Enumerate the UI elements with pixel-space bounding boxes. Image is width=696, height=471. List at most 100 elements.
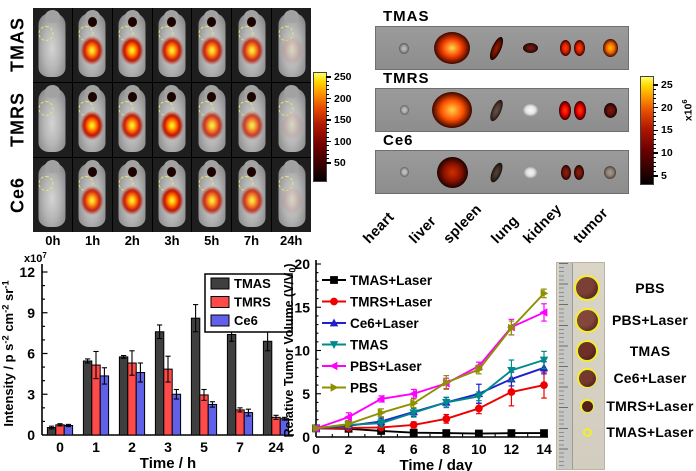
mouse [238,10,266,77]
tumor-ring [576,340,598,362]
mouse-head-icon [44,85,60,98]
mouse-cell [272,8,311,82]
tumor-site-dashed-circle [278,101,294,116]
colorbar-tick-label: 150 [334,114,352,126]
colorbar-minor-tick [326,149,329,151]
tumor [576,277,598,299]
legend-swatch [210,296,230,308]
mouse-head-icon [284,85,300,98]
organ-strip-ce6 [375,150,629,194]
bar-TMAS [262,340,273,436]
marker-tri-left [344,412,352,422]
x-tick-label: 1 [92,439,100,455]
fluorescence-signal [160,111,184,140]
mouse-cell [192,8,232,82]
series-line-TMAS [315,359,545,430]
mouse-cell [232,8,272,82]
time-label: 2h [124,233,140,248]
time-label: 0h [45,233,61,248]
mice-row-label-tmrs: TMRS [7,92,28,147]
legend-swatch [210,277,230,290]
legend-label: TMRS+Laser [350,295,433,310]
x-tick-label: 14 [536,441,552,457]
mouse-cell [232,158,272,232]
y-tick-label: 3 [27,386,35,402]
bar-Ce6 [171,393,182,436]
organ-liver [434,32,470,64]
mouse [278,160,306,227]
tumor [578,342,596,360]
organ-strip-tmrs [375,88,629,132]
fluorescence-signal [120,36,144,65]
kidney-lobe [573,40,585,56]
organ-heart [399,105,409,115]
legend-label: PBS [350,381,378,396]
x-tick-label: 0 [56,439,64,455]
mouse-cell [72,158,112,232]
marker-tri-left [329,361,338,371]
tumor-volume-line-chart: 0 5 10 15 20 0 2 4 6 8 10 12 14 Time / day Relative Tu… [284,256,552,471]
bar-Ce6 [99,375,110,436]
colorbar-minor-tick [326,80,329,82]
y-tick-label: 6 [27,346,35,362]
kidney-lobe [558,100,571,120]
bar-TMAS [154,331,165,436]
marker-tri-right [330,383,339,392]
head-dark-spot [207,167,217,177]
colorbar-tick-label: 50 [334,157,346,169]
organ-liver [432,92,472,128]
fluorescence-signal [240,36,264,65]
colorbar-minor-tick [653,143,656,145]
marker-tri-right [377,408,386,418]
head-dark-spot [87,17,97,27]
marker-circle [540,381,548,390]
marker-square [330,276,338,284]
colorbar-minor-tick [653,116,656,118]
colorbar-tick [326,76,331,78]
colorbar-minor-tick [653,89,656,91]
y-tick-label: 20 [294,256,310,272]
organ-label-spleen: spleen [440,201,486,247]
organ-lung [522,165,538,179]
mouse [158,160,186,227]
mouse-cell [272,83,311,157]
fluorescence-signal [280,36,304,65]
legend-label: Ce6 [234,313,258,328]
tumor-ring [574,275,600,301]
time-labels-row: 0h 1h 2h 3h 5h 7h 24h [33,233,311,248]
y-tick-label: 10 [294,343,310,359]
left-colorbar [313,72,327,182]
marker-tri-left [376,394,385,404]
mouse-cell [152,158,192,232]
y-axis-multiplier: x107 [24,251,47,265]
fluorescence-signal [280,111,304,140]
mice-row-label-ce6: Ce6 [7,176,28,213]
organ-label-heart: heart [360,209,398,247]
organ-spleen [487,160,505,184]
photo-label-PBS+Laser: PBS+Laser [611,312,689,328]
marker-square [540,429,548,438]
head-dark-spot [167,17,177,27]
marker-tri-down [376,419,386,428]
mouse [38,160,66,227]
photo-label-Ce6+Laser: Ce6+Laser [613,370,687,386]
organ-tumor [603,102,617,118]
time-label: 3h [164,233,180,248]
bar-TMRS [199,394,209,436]
series-line-TMAS+Laser [315,427,544,435]
colorbar-minor-tick [653,166,656,168]
organ-tumor [604,165,616,179]
colorbar-tick [653,175,658,177]
time-label: 5h [204,233,220,248]
mouse [278,85,306,152]
fluorescence-signal [240,111,264,140]
right-colorbar [640,76,654,185]
colorbar-minor-tick [653,138,656,140]
marker-tri-down [442,399,451,407]
marker-tri-down [409,409,418,418]
kidney-lobe [573,100,586,120]
fluorescence-signal [80,186,104,215]
organ-strip-tmas [375,26,629,70]
head-dark-spot [127,167,137,177]
